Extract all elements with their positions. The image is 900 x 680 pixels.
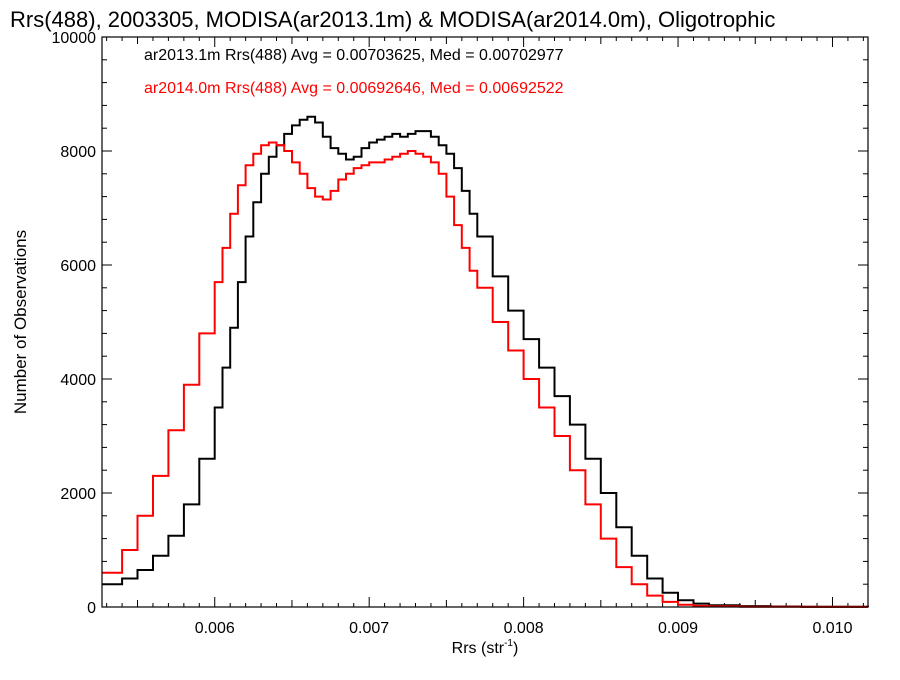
y-tick-label: 8000 xyxy=(60,144,96,161)
legend-entry-ar2014: ar2014.0m Rrs(488) Avg = 0.00692646, Med… xyxy=(144,80,564,97)
series-group xyxy=(102,115,869,608)
axes-group: 0 2000 4000 6000 8000 10000 0.006 0.007 0.008 0.0… xyxy=(52,30,868,637)
y-tick-label: 4000 xyxy=(60,372,96,389)
series-line-ar2014.0m xyxy=(102,141,868,608)
x-axis-label: Rrs (str-1) xyxy=(452,638,519,657)
y-tick-label: 6000 xyxy=(60,258,96,275)
y-tick-label: 2000 xyxy=(60,486,96,503)
y-axis-label: Number of Observations xyxy=(11,230,30,414)
plot-frame xyxy=(101,36,869,608)
x-tick-label: 0.006 xyxy=(195,620,235,637)
chart-title: Rrs(488), 2003305, MODISA(ar2013.1m) & M… xyxy=(10,7,775,32)
x-axis-label-close: ) xyxy=(513,640,518,657)
x-tick-label: 0.009 xyxy=(658,620,698,637)
series-line-ar2013.1m xyxy=(102,115,869,608)
y-tick-label: 10000 xyxy=(52,30,97,47)
y-tick-label: 0 xyxy=(87,600,96,617)
x-tick-label: 0.007 xyxy=(349,620,389,637)
x-tick-label: 0.010 xyxy=(812,620,852,637)
x-axis-label-main: Rrs (str xyxy=(452,640,505,657)
x-tick-label: 0.008 xyxy=(504,620,544,637)
x-axis-label-sup: -1 xyxy=(504,638,513,649)
legend-entry-ar2013: ar2013.1m Rrs(488) Avg = 0.00703625, Med… xyxy=(144,47,564,64)
